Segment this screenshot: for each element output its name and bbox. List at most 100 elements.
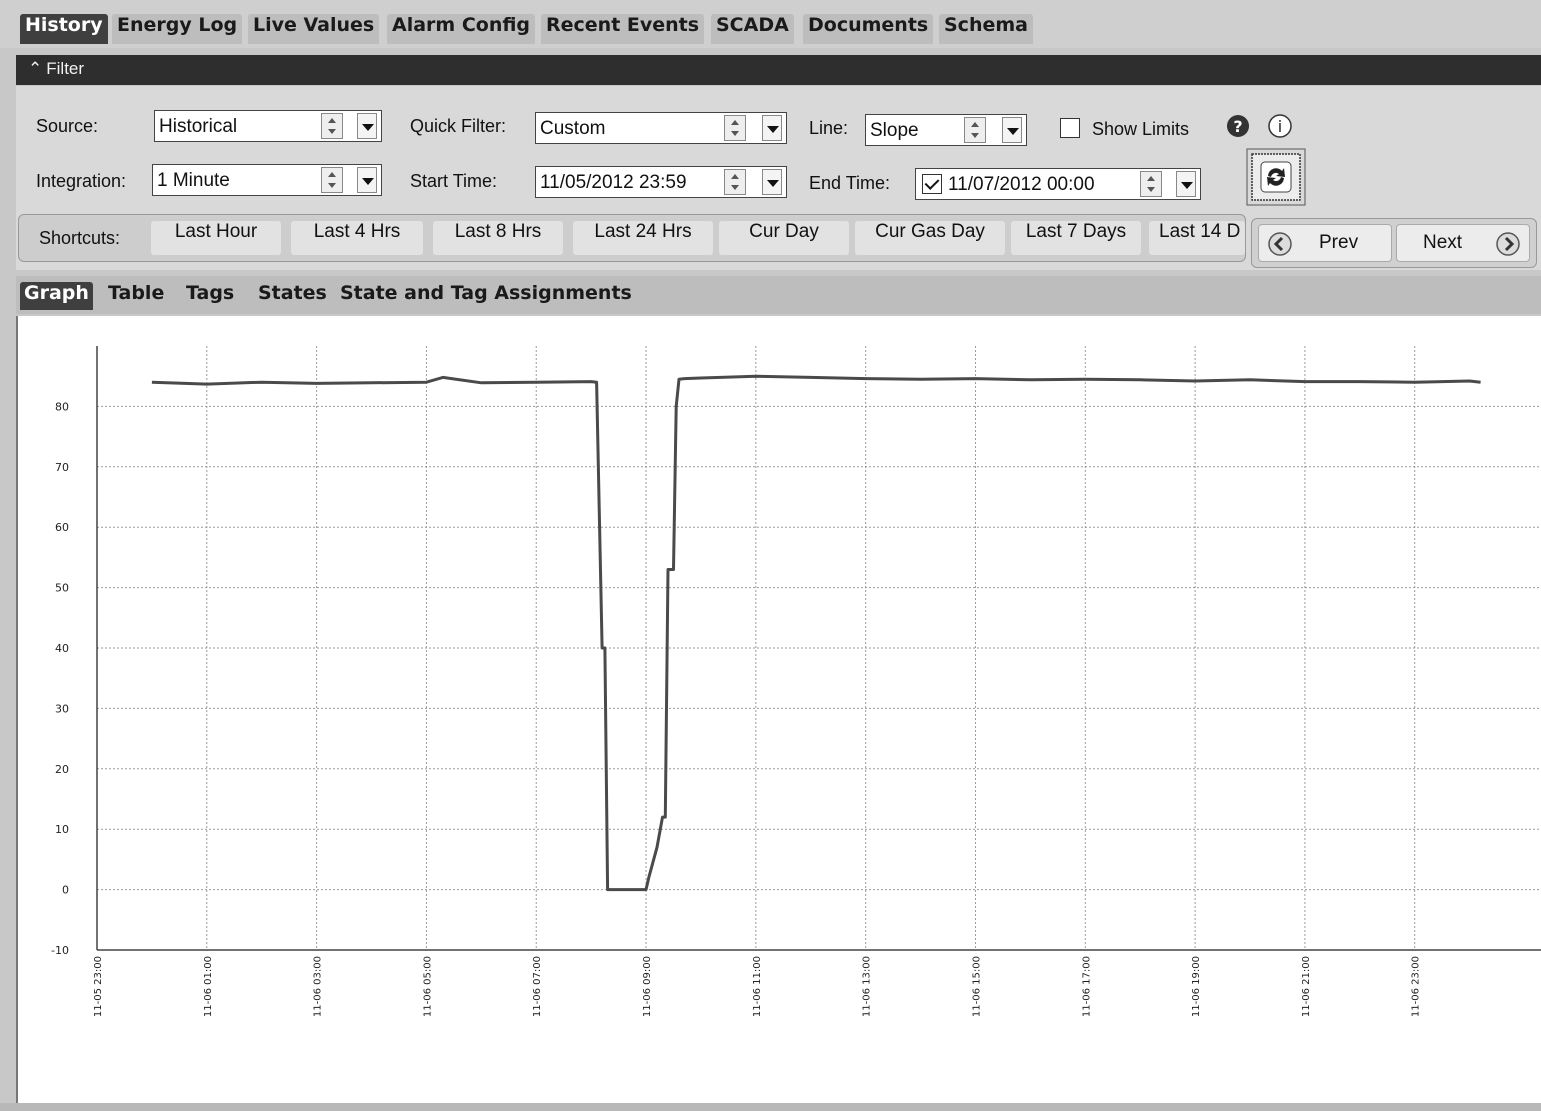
- source-value: Historical: [159, 116, 238, 137]
- prev-button[interactable]: Prev: [1258, 224, 1392, 262]
- source-label: Source:: [36, 116, 99, 136]
- prev-arrow-icon: [1268, 232, 1292, 256]
- history-chart[interactable]: -10 0 10 20 30 40 50 60 70 80 11-05 23:00 11-06 01:…: [18, 316, 1541, 1103]
- x-tick-label: 11-06 09:00: [642, 956, 653, 1017]
- quick-filter-value: Custom: [540, 118, 606, 139]
- y-tick-label: 40: [55, 642, 69, 655]
- svg-text:?: ?: [1233, 117, 1242, 136]
- svg-text:i: i: [1278, 117, 1282, 136]
- x-tick-label: 11-06 11:00: [752, 956, 763, 1017]
- integration-select[interactable]: 1 Minute: [152, 164, 382, 196]
- start-time-spinner[interactable]: [724, 169, 746, 195]
- shortcut-last-8-hrs[interactable]: Last 8 Hrs: [433, 221, 563, 255]
- tab-schema[interactable]: Schema: [939, 14, 1033, 44]
- nav-box: Prev Next: [1251, 218, 1537, 268]
- x-tick-label: 11-06 23:00: [1411, 956, 1422, 1017]
- quick-filter-dropdown-icon[interactable]: [762, 115, 782, 141]
- graph-panel: -10 0 10 20 30 40 50 60 70 80 11-05 23:00 11-06 01:…: [16, 316, 1541, 1103]
- x-tick-label: 11-06 19:00: [1191, 956, 1202, 1017]
- filter-title: Filter: [46, 59, 85, 78]
- integration-spinner[interactable]: [321, 167, 343, 193]
- series-line: [151, 374, 1481, 892]
- shortcut-last-7-days[interactable]: Last 7 Days: [1011, 221, 1141, 255]
- next-label: Next: [1423, 232, 1463, 253]
- y-tick-label: 50: [55, 582, 69, 595]
- main-tab-bar: History Energy Log Live Values Alarm Con…: [0, 0, 1541, 48]
- collapse-chevron-icon[interactable]: ⌃: [28, 59, 43, 78]
- x-tick-label: 11-06 17:00: [1081, 956, 1092, 1017]
- y-tick-label: 20: [55, 763, 69, 776]
- y-tick-label: 10: [55, 823, 69, 836]
- refresh-icon[interactable]: [1246, 148, 1306, 206]
- line-value: Slope: [870, 120, 919, 141]
- tab-table[interactable]: Table: [108, 282, 165, 304]
- x-tick-label: 11-06 21:00: [1301, 956, 1312, 1017]
- source-spinner[interactable]: [321, 113, 343, 139]
- filter-header[interactable]: ⌃ Filter: [16, 55, 1541, 85]
- x-tick-label: 11-06 01:00: [203, 956, 214, 1017]
- tab-history[interactable]: History: [20, 14, 108, 44]
- source-select[interactable]: Historical: [154, 110, 382, 142]
- shortcut-cur-day[interactable]: Cur Day: [719, 221, 849, 255]
- tab-scada[interactable]: SCADA: [711, 14, 794, 44]
- y-tick-label: -10: [51, 944, 69, 957]
- line-spinner[interactable]: [964, 117, 986, 143]
- end-time-checkbox[interactable]: [922, 174, 942, 194]
- integration-dropdown-icon[interactable]: [357, 167, 377, 193]
- integration-label: Integration:: [36, 171, 127, 191]
- quick-filter-label: Quick Filter:: [410, 116, 507, 136]
- x-tick-label: 11-06 15:00: [971, 956, 982, 1017]
- integration-value: 1 Minute: [157, 170, 230, 191]
- view-tab-bar: Graph Table Tags States State and Tag As…: [16, 276, 1541, 314]
- tab-tags[interactable]: Tags: [186, 282, 235, 304]
- quick-filter-spinner[interactable]: [724, 115, 746, 141]
- tab-alarm-config[interactable]: Alarm Config: [387, 14, 536, 44]
- line-label: Line:: [809, 118, 849, 138]
- shortcut-cur-gas-day[interactable]: Cur Gas Day: [855, 221, 1005, 255]
- x-tick-label: 11-06 05:00: [422, 956, 433, 1017]
- shortcuts-bar: Shortcuts: Last Hour Last 4 Hrs Last 8 H…: [18, 214, 1246, 262]
- tab-live-values[interactable]: Live Values: [248, 14, 380, 44]
- x-tick-label: 11-05 23:00: [93, 956, 104, 1017]
- start-time-dropdown-icon[interactable]: [762, 169, 782, 195]
- source-dropdown-icon[interactable]: [357, 113, 377, 139]
- quick-filter-select[interactable]: Custom: [535, 112, 787, 144]
- end-time-value: 11/07/2012 00:00: [948, 174, 1095, 195]
- next-arrow-icon: [1496, 232, 1520, 256]
- start-time-input[interactable]: 11/05/2012 23:59: [535, 166, 787, 198]
- x-tick-label: 11-06 03:00: [313, 956, 324, 1017]
- tab-graph[interactable]: Graph: [20, 282, 93, 310]
- start-time-value: 11/05/2012 23:59: [540, 172, 687, 193]
- line-select[interactable]: Slope: [865, 114, 1027, 146]
- end-time-dropdown-icon[interactable]: [1176, 171, 1196, 197]
- shortcut-last-14-days[interactable]: Last 14 D: [1149, 221, 1245, 255]
- end-time-spinner[interactable]: [1140, 171, 1162, 197]
- shortcuts-label: Shortcuts:: [39, 228, 121, 248]
- y-tick-label: 70: [55, 461, 69, 474]
- start-time-label: Start Time:: [410, 171, 498, 191]
- prev-label: Prev: [1319, 232, 1359, 253]
- tab-documents[interactable]: Documents: [803, 14, 934, 44]
- bottom-border: [0, 1103, 1541, 1111]
- shortcut-last-24-hrs[interactable]: Last 24 Hrs: [573, 221, 713, 255]
- show-limits-checkbox[interactable]: [1060, 118, 1080, 138]
- tab-recent-events[interactable]: Recent Events: [541, 14, 705, 44]
- y-tick-label: 60: [55, 521, 69, 534]
- x-tick-label: 11-06 13:00: [862, 956, 873, 1017]
- end-time-label: End Time:: [809, 173, 891, 193]
- end-time-input[interactable]: 11/07/2012 00:00: [915, 168, 1201, 200]
- shortcut-last-4-hrs[interactable]: Last 4 Hrs: [291, 221, 423, 255]
- tab-state-and-tag-assignments[interactable]: State and Tag Assignments: [340, 282, 632, 304]
- info-icon[interactable]: i: [1266, 112, 1294, 140]
- y-tick-label: 30: [55, 702, 69, 715]
- x-tick-label: 11-06 07:00: [532, 956, 543, 1017]
- line-dropdown-icon[interactable]: [1002, 117, 1022, 143]
- y-tick-label: 0: [62, 884, 69, 897]
- next-button[interactable]: Next: [1396, 224, 1530, 262]
- shortcut-last-hour[interactable]: Last Hour: [151, 221, 281, 255]
- help-icon[interactable]: ?: [1224, 112, 1252, 140]
- show-limits-label: Show Limits: [1092, 119, 1190, 139]
- y-tick-label: 80: [55, 400, 69, 413]
- tab-states[interactable]: States: [258, 282, 327, 304]
- tab-energy-log[interactable]: Energy Log: [112, 14, 243, 44]
